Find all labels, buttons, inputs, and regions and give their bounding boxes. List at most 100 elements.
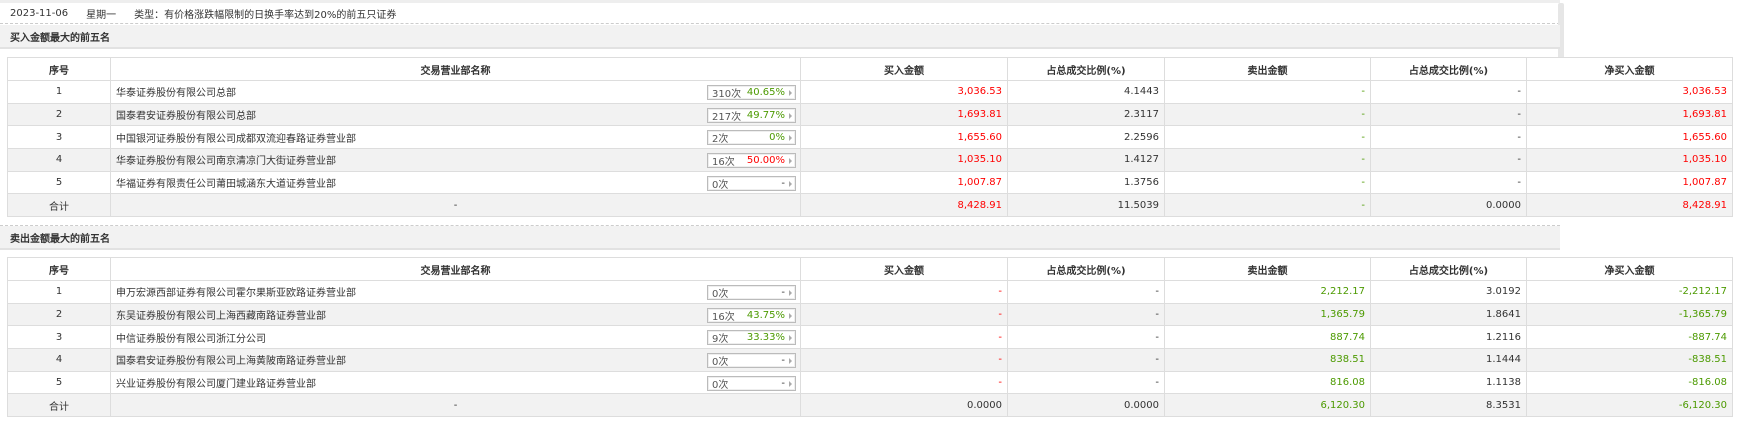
table-row[interactable]: 1 申万宏源西部证券有限公司霍尔果斯亚欧路证券营业部 0次 - - - 2,212… [7, 280, 1733, 304]
table-row[interactable]: 2 国泰君安证券股份有限公司总部 217次 49.77% 1,693.81 2.3… [7, 102, 1733, 127]
arrow-right-icon [789, 180, 792, 187]
total-sell-ratio: 8.3531 [1370, 393, 1527, 418]
broker-cell: 国泰君安证券股份有限公司上海黄陂南路证券营业部 0次 - [110, 348, 801, 372]
sell-amount: 1,365.79 [1164, 302, 1371, 327]
success-rate: 43.75% [746, 309, 785, 321]
broker-name[interactable]: 申万宏源西部证券有限公司霍尔果斯亚欧路证券营业部 [116, 288, 356, 300]
broker-name[interactable]: 中国银河证券股份有限公司成都双流迎春路证券营业部 [116, 133, 356, 145]
table-row[interactable]: 3 中国银河证券股份有限公司成都双流迎春路证券营业部 2次 0% 1,655.60… [7, 125, 1733, 150]
sell-table: 序号 交易营业部名称 买入金额 占总成交比例(%) 卖出金额 占总成交比例(%) 净买入金额… [7, 257, 1733, 418]
buy-amount: 1,035.10 [800, 148, 1008, 172]
broker-name[interactable]: 华泰证券股份有限公司南京清凉门大街证券营业部 [116, 156, 336, 168]
column-header[interactable]: 序号 [7, 257, 111, 281]
history-badge[interactable]: 0次 - [707, 353, 796, 369]
column-header[interactable]: 占总成交比例(%) [1370, 257, 1527, 281]
type-label: 类型：有价格涨跌幅限制的日换手率达到20%的前五只证券 [134, 9, 397, 21]
rank: 1 [7, 80, 111, 104]
total-buy-ratio: 0.0000 [1007, 393, 1165, 418]
broker-name[interactable]: 华泰证券股份有限公司总部 [116, 88, 236, 100]
buy-amount: - [800, 370, 1008, 395]
arrow-right-icon [789, 335, 792, 342]
total-sell-ratio: 0.0000 [1370, 193, 1527, 218]
buy-amount: - [800, 348, 1008, 372]
broker-name[interactable]: 东吴证券股份有限公司上海西藏南路证券营业部 [116, 311, 326, 323]
column-header[interactable]: 买入金额 [800, 257, 1008, 281]
table-row[interactable]: 4 华泰证券股份有限公司南京清凉门大街证券营业部 16次 50.00% 1,035… [7, 148, 1733, 172]
column-header[interactable]: 交易营业部名称 [110, 257, 801, 281]
arrow-right-icon [789, 380, 792, 387]
history-badge[interactable]: 2次 0% [707, 130, 796, 146]
table-row[interactable]: 5 华福证券有限责任公司莆田城涵东大道证券营业部 0次 - 1,007.87 1.… [7, 170, 1733, 195]
success-rate: 49.77% [746, 109, 785, 121]
success-rate: 50.00% [746, 155, 785, 167]
column-header[interactable]: 净买入金额 [1526, 57, 1733, 81]
broker-name[interactable]: 华福证券有限责任公司莆田城涵东大道证券营业部 [116, 179, 336, 191]
table-row[interactable]: 1 华泰证券股份有限公司总部 310次 40.65% 3,036.53 4.144… [7, 80, 1733, 104]
arrow-right-icon [789, 312, 792, 319]
scrollbar[interactable] [1558, 3, 1564, 63]
times-count: 310次 [712, 89, 742, 100]
net-amount: 1,693.81 [1526, 102, 1733, 127]
buy-amount: - [800, 280, 1008, 304]
broker-name[interactable]: 兴业证券股份有限公司厦门建业路证券营业部 [116, 379, 316, 391]
table-row[interactable]: 4 国泰君安证券股份有限公司上海黄陂南路证券营业部 0次 - - - 838.51… [7, 348, 1733, 372]
column-header[interactable]: 占总成交比例(%) [1007, 57, 1165, 81]
column-header[interactable]: 占总成交比例(%) [1370, 57, 1527, 81]
column-header[interactable]: 占总成交比例(%) [1007, 257, 1165, 281]
rank: 1 [7, 280, 111, 304]
column-header[interactable]: 买入金额 [800, 57, 1008, 81]
total-buy: 8,428.91 [800, 193, 1008, 218]
column-header[interactable]: 卖出金额 [1164, 57, 1371, 81]
arrow-right-icon [789, 112, 792, 119]
sell-amount: 816.08 [1164, 370, 1371, 395]
history-badge[interactable]: 9次 33.33% [707, 330, 796, 346]
table-row[interactable]: 2 东吴证券股份有限公司上海西藏南路证券营业部 16次 43.75% - - 1,… [7, 302, 1733, 327]
times-count: 217次 [712, 111, 742, 123]
buy-ratio: - [1007, 325, 1165, 350]
broker-cell: 兴业证券股份有限公司厦门建业路证券营业部 0次 - [110, 370, 801, 395]
total-name: - [110, 193, 801, 218]
date: 2023-11-06 [10, 7, 69, 19]
table-row[interactable]: 5 兴业证券股份有限公司厦门建业路证券营业部 0次 - - - 816.08 1.… [7, 370, 1733, 395]
table-row[interactable]: 3 中信证券股份有限公司浙江分公司 9次 33.33% - - 887.74 1.… [7, 325, 1733, 350]
history-badge[interactable]: 0次 - [707, 175, 796, 191]
history-badge[interactable]: 217次 49.77% [707, 107, 796, 123]
history-badge[interactable]: 0次 - [707, 375, 796, 391]
success-rate: 0% [769, 132, 785, 144]
times-count: 16次 [712, 157, 735, 169]
history-badge[interactable]: 16次 50.00% [707, 153, 796, 169]
weekday: 星期一 [86, 9, 117, 21]
broker-name[interactable]: 中信证券股份有限公司浙江分公司 [116, 333, 266, 345]
column-header[interactable]: 净买入金额 [1526, 257, 1733, 281]
sell-ratio: - [1370, 102, 1527, 127]
times-count: 9次 [712, 334, 729, 346]
sell-amount: 2,212.17 [1164, 280, 1371, 304]
header-row: 序号 交易营业部名称 买入金额 占总成交比例(%) 卖出金额 占总成交比例(%) 净买入金额 [7, 257, 1733, 281]
broker-cell: 华泰证券股份有限公司南京清凉门大街证券营业部 16次 50.00% [110, 148, 801, 172]
buy-ratio: 1.4127 [1007, 148, 1165, 172]
broker-cell: 中信证券股份有限公司浙江分公司 9次 33.33% [110, 325, 801, 350]
top-strip [0, 0, 1560, 3]
broker-name[interactable]: 国泰君安证券股份有限公司总部 [116, 111, 256, 123]
broker-name[interactable]: 国泰君安证券股份有限公司上海黄陂南路证券营业部 [116, 356, 346, 368]
sell-amount: - [1164, 102, 1371, 127]
history-badge[interactable]: 16次 43.75% [707, 307, 796, 323]
times-count: 0次 [712, 379, 729, 391]
total-name: - [110, 393, 801, 418]
total-buy-ratio: 11.5039 [1007, 193, 1165, 218]
column-header[interactable]: 卖出金额 [1164, 257, 1371, 281]
sell-ratio: 1.8641 [1370, 302, 1527, 327]
success-rate: - [781, 287, 785, 298]
net-amount: 3,036.53 [1526, 80, 1733, 104]
rank: 5 [7, 370, 111, 395]
sell-ratio: - [1370, 148, 1527, 172]
rank: 3 [7, 325, 111, 350]
total-label: 合计 [7, 393, 111, 418]
total-buy: 0.0000 [800, 393, 1008, 418]
buy-ratio: 1.3756 [1007, 170, 1165, 195]
column-header[interactable]: 序号 [7, 57, 111, 81]
history-badge[interactable]: 310次 40.65% [707, 85, 796, 100]
column-header[interactable]: 交易营业部名称 [110, 57, 801, 81]
net-amount: 1,007.87 [1526, 170, 1733, 195]
history-badge[interactable]: 0次 - [707, 285, 796, 300]
